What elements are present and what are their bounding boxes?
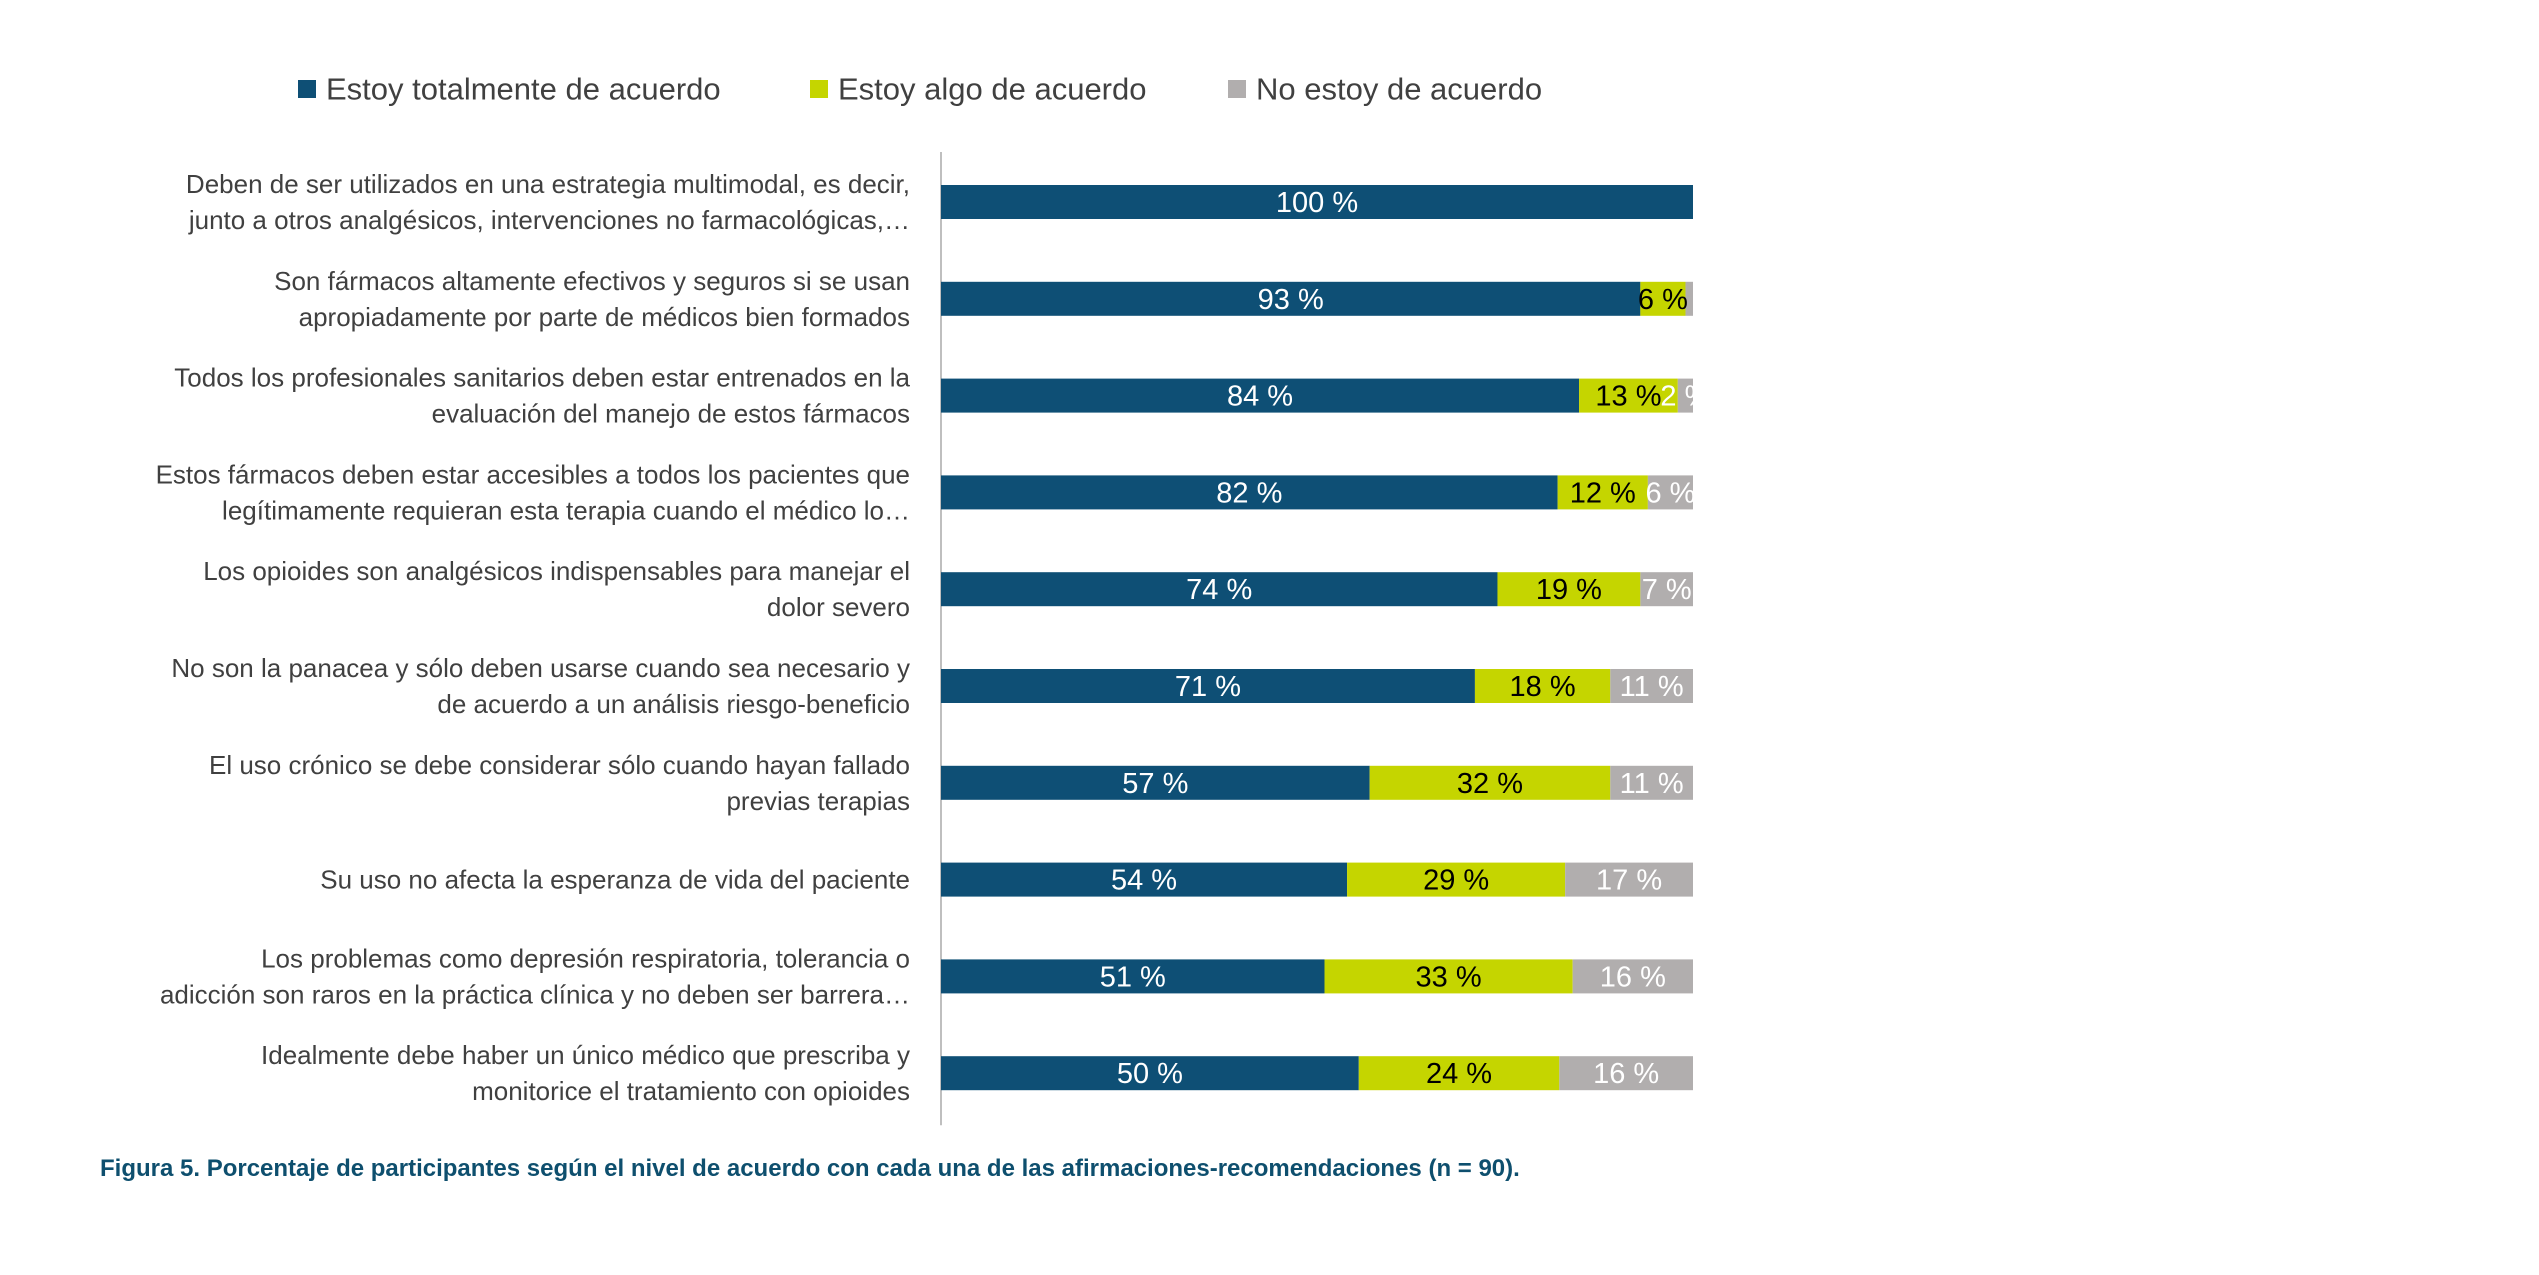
data-label-row-3-series-3: 2 % [1660,381,1710,413]
category-label-1-line-1: Deben de ser utilizados en una estrategi… [186,169,910,199]
data-label-row-6-series-2: 18 % [1510,671,1576,703]
category-label-10-line-2: monitorice el tratamiento con opioides [472,1076,910,1106]
category-label-8-line-1: Su uso no afecta la esperanza de vida de… [320,865,910,895]
data-label-row-3-series-2: 13 % [1595,381,1661,413]
data-label-row-6-series-3: 11 % [1620,671,1684,703]
data-label-row-8-series-2: 29 % [1423,865,1489,897]
bar-row-7-series-1 [941,765,1370,800]
data-label-row-3-series-1: 84 % [1227,381,1293,413]
bar-row-5-series-3 [1640,572,1693,607]
data-label-row-9-series-3: 16 % [1600,961,1666,993]
data-label-row-10-series-2: 24 % [1426,1058,1492,1090]
category-label-9-line-1: Los problemas como depresión respiratori… [261,943,910,973]
data-label-row-7-series-1: 57 % [1122,768,1188,800]
data-label-row-10-series-3: 16 % [1593,1058,1659,1090]
data-label-row-2-series-2: 6 % [1638,284,1688,316]
bar-row-5-series-1 [941,572,1498,607]
legend-swatch-1 [298,80,316,98]
bar-row-6-series-3 [1610,669,1693,703]
data-label-row-1-series-1: 100 % [1276,187,1358,219]
stacked-bar-chart: Estoy totalmente de acuerdo Estoy algo de… [155,71,1711,1126]
bar-row-6-series-2 [1474,669,1611,703]
data-label-row-5-series-1: 74 % [1186,574,1252,606]
bar-row-8-series-3 [1565,862,1693,897]
bar-row-7-series-2 [1369,765,1611,800]
bar-row-2-series-3 [1685,281,1693,316]
data-label-row-5-series-2: 19 % [1536,574,1602,606]
category-label-6-line-1: No son la panacea y sólo deben usarse cu… [171,653,910,683]
data-label-row-4-series-3: 6 % [1645,477,1695,509]
bar-row-5-series-2 [1497,572,1641,607]
bar-row-3-series-2 [1579,378,1678,413]
legend-swatch-3 [1228,80,1246,98]
bar-row-9-series-2 [1324,959,1573,994]
category-label-7-line-1: El uso crónico se debe considerar sólo c… [209,750,910,780]
data-label-row-6-series-1: 71 % [1175,671,1241,703]
data-label-row-9-series-1: 51 % [1100,961,1166,993]
bar-row-4-series-1 [941,475,1558,510]
bar-row-10-series-2 [1358,1056,1560,1091]
bar-row-9-series-1 [941,959,1325,994]
figure-caption: Figura 5. Porcentaje de participantes se… [100,1155,1520,1182]
legend-label-3: No estoy de acuerdo [1256,72,1542,107]
legend-label-2: Estoy algo de acuerdo [838,72,1147,107]
bar-row-6-series-1 [941,669,1475,703]
data-label-row-4-series-2: 12 % [1570,477,1636,509]
data-label-row-8-series-1: 54 % [1111,865,1177,897]
category-label-10-line-1: Idealmente debe haber un único médico qu… [261,1040,910,1070]
legend-swatch-2 [810,80,828,98]
bar-row-4-series-3 [1647,475,1693,510]
category-label-4-line-2: legítimamente requieran esta terapia cua… [222,495,910,525]
category-label-7-line-2: previas terapias [726,786,910,816]
category-label-4-line-1: Estos fármacos deben estar accesibles a … [156,459,910,489]
bar-row-3-series-1 [941,378,1580,413]
data-label-row-7-series-2: 32 % [1457,768,1523,800]
bar-row-8-series-2 [1347,862,1566,897]
data-label-row-8-series-3: 17 % [1596,865,1662,897]
category-label-2-line-1: Son fármacos altamente efectivos y segur… [274,266,910,296]
bar-row-4-series-2 [1557,475,1648,510]
data-label-row-5-series-3: 7 % [1642,574,1692,606]
bar-row-9-series-3 [1572,959,1693,994]
bar-row-1-series-1 [941,185,1693,219]
bar-row-2-series-2 [1640,281,1686,316]
category-label-5-line-1: Los opioides son analgésicos indispensab… [203,556,910,586]
category-label-5-line-2: dolor severo [767,592,910,622]
category-labels: Deben de ser utilizados en una estrategi… [156,169,911,1106]
data-label-row-4-series-1: 82 % [1216,477,1282,509]
category-label-9-line-2: adicción son raros en la práctica clínic… [160,979,910,1009]
bar-row-7-series-3 [1610,765,1693,800]
bar-row-2-series-1 [941,281,1641,316]
legend-label-1: Estoy totalmente de acuerdo [326,72,721,107]
bar-row-8-series-1 [941,862,1348,897]
bar-row-10-series-1 [941,1056,1359,1091]
category-label-2-line-2: apropiadamente por parte de médicos bien… [299,302,910,332]
category-label-3-line-1: Todos los profesionales sanitarios deben… [174,363,910,393]
legend: Estoy totalmente de acuerdo Estoy algo de… [298,72,1542,107]
category-label-3-line-2: evaluación del manejo de estos fármacos [432,399,910,429]
bar-row-3-series-3 [1677,378,1693,413]
data-labels: 100 % 93 % 6 % 84 % 13 %2 % 82 % 12 % 6 % 74 % 19… [1100,187,1711,1090]
data-label-row-10-series-1: 50 % [1117,1058,1183,1090]
data-label-row-7-series-3: 11 % [1620,768,1684,800]
data-label-row-9-series-2: 33 % [1416,961,1482,993]
category-label-6-line-2: de acuerdo a un análisis riesgo-benefici… [437,689,910,719]
category-label-1-line-2: junto a otros analgésicos, intervencione… [188,205,910,235]
bar-segments [941,185,1693,1091]
bar-row-10-series-3 [1559,1056,1693,1091]
data-label-row-2-series-1: 93 % [1258,284,1324,316]
